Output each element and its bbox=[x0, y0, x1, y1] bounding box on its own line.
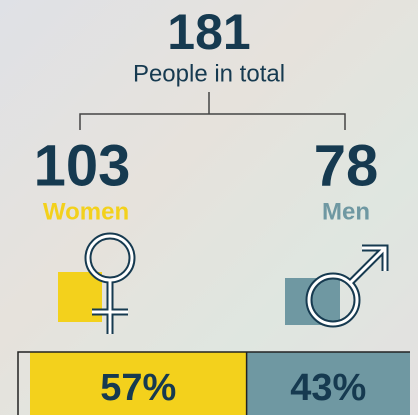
men-label: Men bbox=[322, 198, 370, 225]
women-value: 103 bbox=[34, 133, 131, 198]
percent-bar bbox=[246, 352, 410, 415]
total-label: People in total bbox=[133, 60, 285, 87]
total-value: 181 bbox=[167, 4, 250, 60]
bracket bbox=[79, 92, 346, 130]
percent-label: 43% bbox=[290, 367, 366, 409]
percent-label: 57% bbox=[100, 367, 176, 409]
venus-icon bbox=[84, 232, 136, 334]
bar-outline bbox=[17, 351, 410, 415]
percent-bar bbox=[30, 352, 247, 415]
split-bar: 57% 43% bbox=[17, 351, 410, 415]
women-label: Women bbox=[43, 198, 129, 225]
men-value: 78 bbox=[314, 133, 379, 198]
mars-icon bbox=[305, 244, 389, 328]
